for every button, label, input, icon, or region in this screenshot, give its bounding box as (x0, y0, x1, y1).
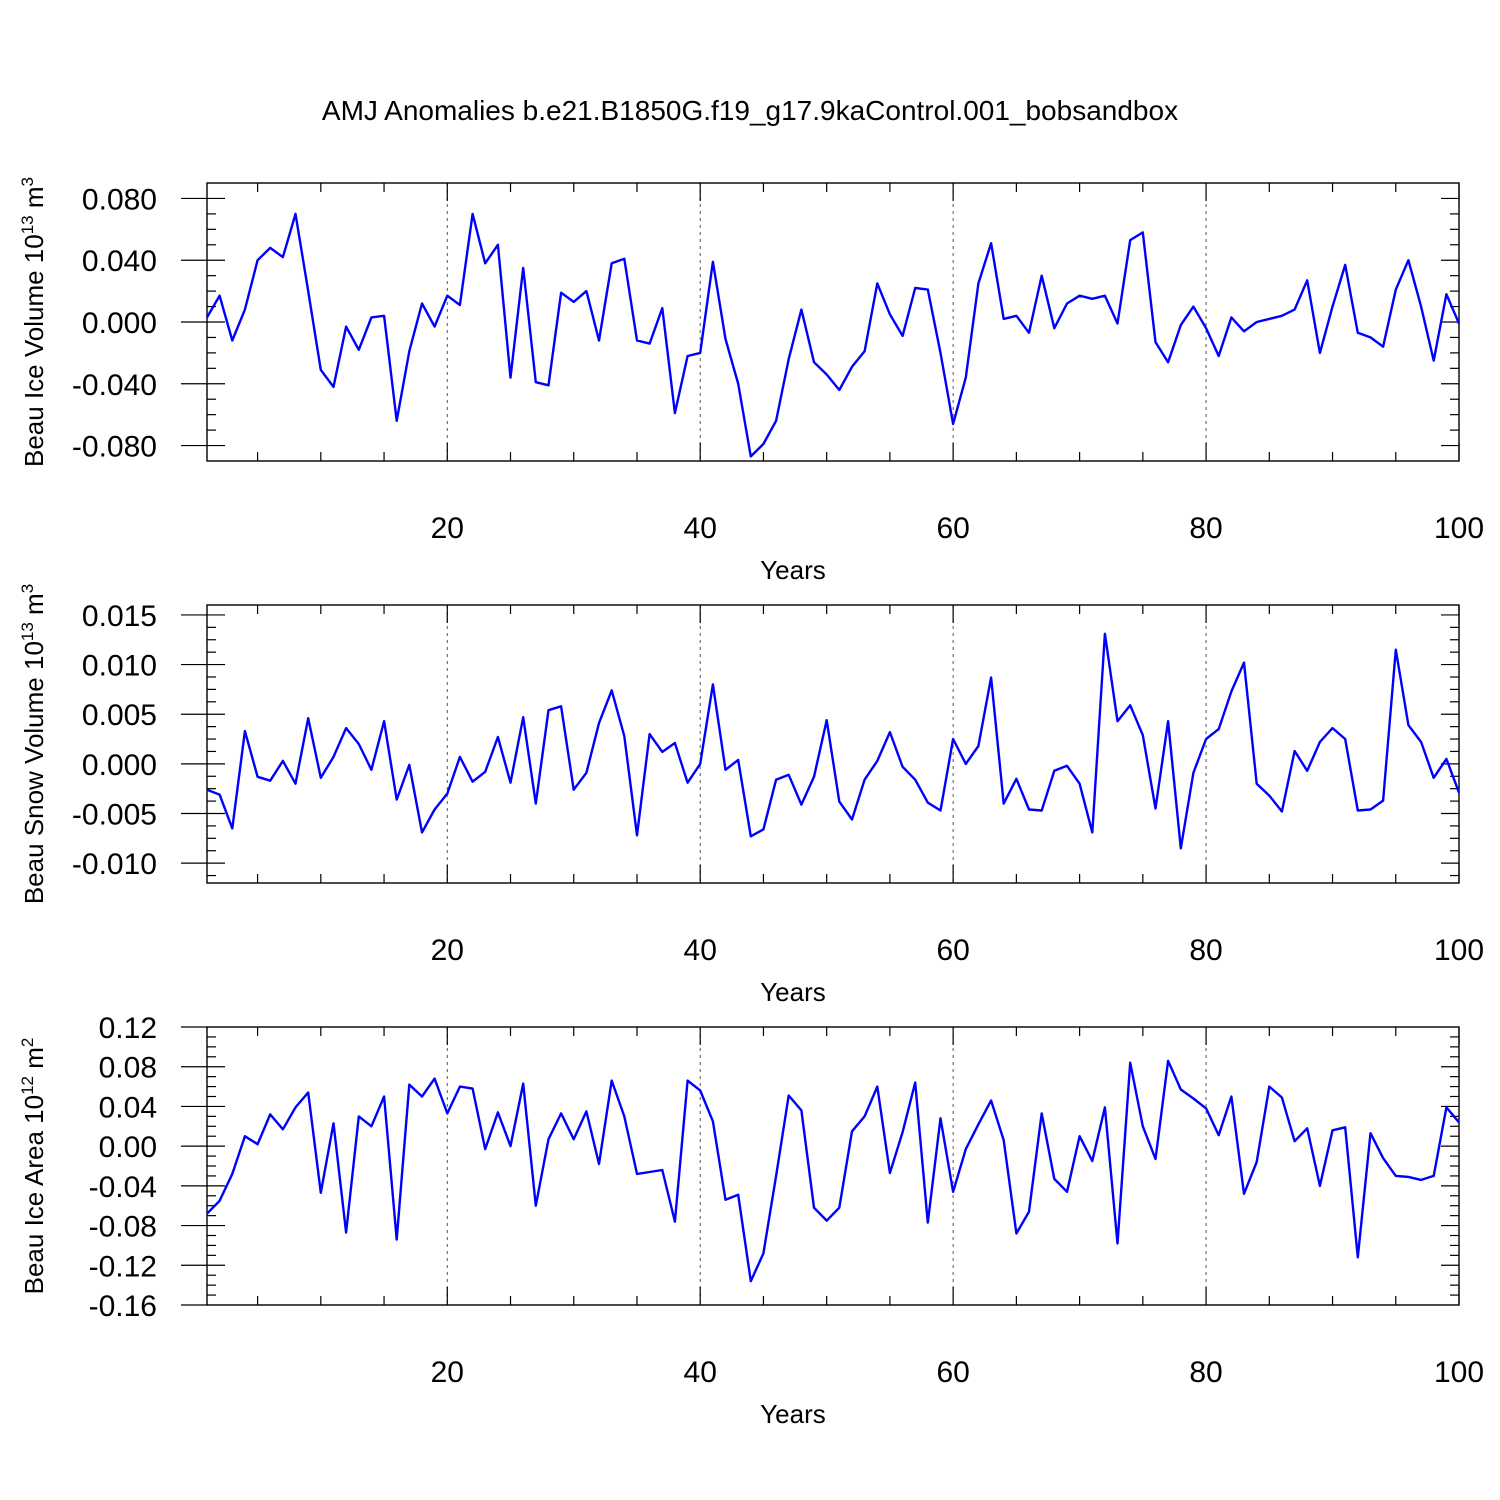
series-line-2 (206, 632, 1461, 850)
x-tick-label: 100 (1434, 934, 1484, 967)
y-tick-label: 0.040 (82, 245, 157, 278)
y-tick-label: -0.040 (72, 369, 157, 402)
x-tick-label: 60 (936, 934, 969, 967)
x-tick-label: 100 (1434, 1356, 1484, 1389)
y-tick-label: -0.12 (89, 1250, 157, 1283)
plot-frame (206, 1026, 1460, 1306)
series-line-1 (205, 212, 1461, 458)
x-tick-label: 20 (431, 1356, 464, 1389)
y-tick-label: 0.12 (99, 1012, 157, 1045)
panel-2: 20 40 60 80 100 0.015 0.010 0.005 0.000 -0.005 -0.… (18, 584, 1484, 1007)
y-tick-label: 0.080 (82, 183, 157, 216)
x-tick-label: 40 (684, 934, 717, 967)
plot-frame (206, 182, 1460, 462)
y-axis-label: Beau Snow Volume 1013 m3 (18, 584, 49, 904)
y-tick-label: -0.04 (89, 1171, 157, 1204)
plot-frame (206, 604, 1460, 884)
y-tick-label: -0.08 (89, 1211, 157, 1244)
x-axis-label: Years (760, 555, 826, 585)
y-axis-label: Beau Ice Area 1012 m2 (18, 1038, 49, 1295)
y-tick-label: 0.015 (82, 600, 157, 633)
x-tick-label: 40 (684, 512, 717, 545)
y-tick-label: 0.005 (82, 699, 157, 732)
y-tick-label: 0.08 (99, 1052, 157, 1085)
x-tick-label: 20 (431, 512, 464, 545)
x-tick-label: 60 (936, 512, 969, 545)
y-tick-label: -0.005 (72, 799, 157, 832)
x-tick-label: 60 (936, 1356, 969, 1389)
y-axis-label: Beau Ice Volume 1013 m3 (18, 177, 49, 467)
series-line-3 (206, 1059, 1460, 1283)
y-tick-label: -0.16 (89, 1290, 157, 1323)
x-tick-label: 40 (684, 1356, 717, 1389)
x-axis-label: Years (760, 977, 826, 1007)
chart-title: AMJ Anomalies b.e21.B1850G.f19_g17.9kaCo… (322, 95, 1178, 126)
y-tick-label: -0.080 (72, 431, 157, 464)
y-tick-label: 0.010 (82, 650, 157, 683)
x-axis-label: Years (760, 1399, 826, 1429)
x-tick-label: 80 (1189, 1356, 1222, 1389)
panel-3: 20 40 60 80 100 0.12 0.08 0.04 0.00 -0.04 -0.08 -0.… (18, 1012, 1484, 1429)
y-tick-label: 0.000 (82, 749, 157, 782)
x-tick-label: 80 (1189, 934, 1222, 967)
y-tick-label: 0.00 (99, 1131, 157, 1164)
x-tick-label: 20 (431, 934, 464, 967)
x-tick-label: 100 (1434, 512, 1484, 545)
y-tick-label: 0.04 (99, 1091, 157, 1124)
y-tick-label: 0.000 (82, 307, 157, 340)
x-tick-label: 80 (1189, 512, 1222, 545)
panel-1: 20 40 60 80 100 0.080 0.040 0.000 -0.040 -0.080 Ye… (18, 177, 1484, 585)
y-tick-label: -0.010 (72, 848, 157, 881)
